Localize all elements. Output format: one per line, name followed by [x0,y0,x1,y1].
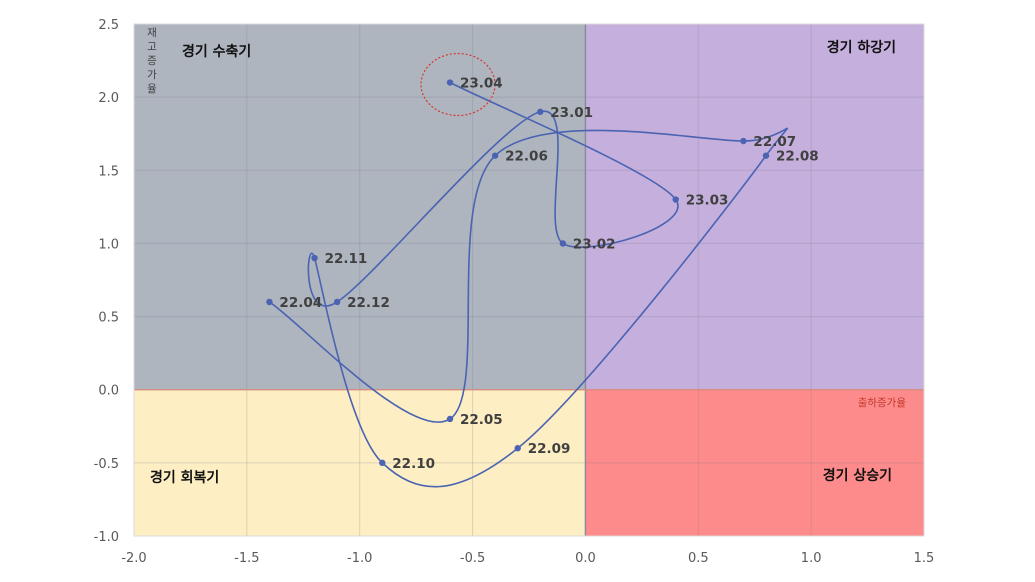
data-point-22.09 [514,445,521,452]
y-tick-label: 0.0 [98,384,119,399]
point-label-22.12: 22.12 [347,295,390,311]
point-label-22.09: 22.09 [528,441,571,457]
y-tick-label: 0.5 [98,311,119,326]
x-tick-label: 1.5 [914,551,935,566]
y-tick-label: -0.5 [94,457,119,472]
y-tick-label: 1.0 [98,237,119,252]
data-point-23.01 [537,108,544,115]
quadrant-contraction [134,24,586,390]
quadrant-expansion [585,389,924,536]
point-label-23.03: 23.03 [686,193,729,209]
x-tick-label: -1.5 [234,551,259,566]
point-layer [266,52,770,467]
data-point-23.02 [559,240,567,247]
quadrant-downturn [585,24,924,390]
highlight-circle [420,52,496,117]
x-axis-title: 출하증가율 [858,396,907,409]
quadrant-contraction-label: 경기 수축기 [182,43,251,60]
data-point-23.03 [672,196,679,203]
point-label-23.01: 23.01 [550,105,593,121]
point-label-22.08: 22.08 [776,149,819,165]
quadrant-expansion-label: 경기 상승기 [823,467,892,484]
x-tick-label: -0.5 [460,551,485,566]
point-label-22.05: 22.05 [460,412,503,428]
quadrant-downturn-label: 경기 하강기 [827,39,896,56]
data-point-22.07 [740,137,747,145]
point-label-22.04: 22.04 [279,295,322,311]
y-tick-label: 1.5 [98,164,119,179]
data-point-22.10 [379,459,386,467]
data-point-22.05 [446,415,454,423]
point-label-22.10: 22.10 [392,456,435,472]
y-tick-label: 2.0 [98,91,119,106]
point-label-23.04: 23.04 [460,76,503,92]
x-tick-label: 0.0 [575,551,596,566]
point-label-22.06: 22.06 [505,149,548,165]
data-point-22.11 [311,254,318,262]
point-label-22.11: 22.11 [325,251,368,267]
y-tick-label: 2.5 [98,18,119,33]
data-point-22.08 [762,152,770,159]
x-tick-label: -2.0 [121,551,146,566]
quadrant-recovery [134,389,586,536]
point-label-23.02: 23.02 [573,236,616,252]
x-tick-label: 0.5 [688,551,709,566]
point-label-22.07: 22.07 [753,134,796,150]
x-tick-label: -1.0 [347,551,372,566]
quadrant-recovery-label: 경기 회복기 [150,469,219,486]
quadrant-layer [134,24,924,536]
data-point-22.12 [333,298,341,306]
x-tick-label: 1.0 [801,551,822,566]
data-point-22.04 [266,298,273,306]
data-point-23.04 [446,79,454,86]
plot-frame [133,23,925,537]
data-point-22.06 [491,152,499,159]
axis-layer: -2.0 -1.5 -1.0 -0.5 0.0 0.5 1.0 1.5 2.5 2.0 1.5 1.0… [94,18,935,566]
y-tick-label: -1.0 [94,530,119,545]
